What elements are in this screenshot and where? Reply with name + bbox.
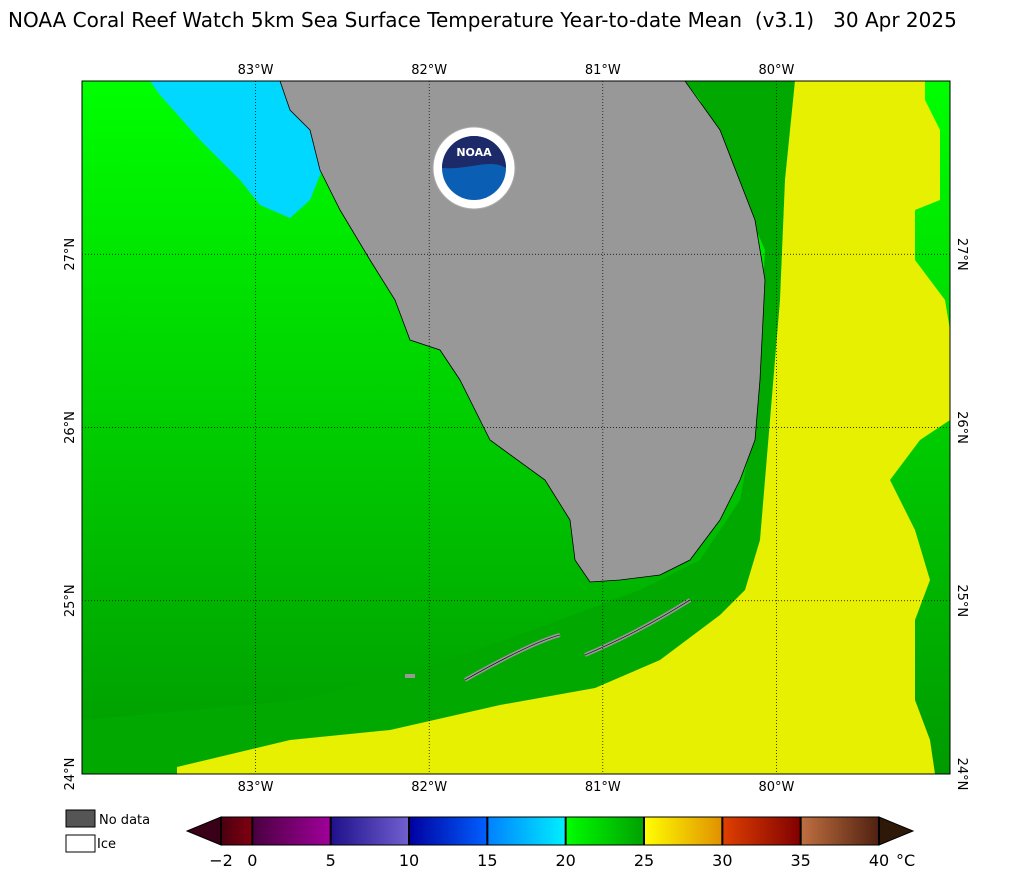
colorbar-segment — [565, 817, 644, 845]
title: NOAA Coral Reef Watch 5km Sea Surface Te… — [8, 8, 957, 32]
colorbar-tick-label: 40 — [869, 851, 889, 870]
florida — [279, 81, 766, 583]
map-frame — [81, 80, 951, 775]
colorbar-segment — [800, 817, 879, 845]
colorbar-tick-label: 15 — [477, 851, 497, 870]
no-data-label: No data — [99, 813, 150, 828]
logo-sky — [442, 136, 506, 169]
colorbar-segment — [722, 817, 801, 845]
lat-label: 27°N — [63, 238, 78, 271]
logo-text: NOAA — [456, 146, 492, 159]
lon-label: 80°W — [758, 63, 794, 78]
lon-label: 81°W — [585, 780, 621, 795]
lon-label: 81°W — [585, 63, 621, 78]
colorbar-extend-high — [878, 816, 915, 846]
colorbar-tick-label: −2 — [209, 851, 233, 870]
lat-label: 25°N — [63, 584, 78, 617]
lon-label: 83°W — [238, 780, 274, 795]
lon-label: 83°W — [238, 63, 274, 78]
colorbar-tick-label: 25 — [634, 851, 654, 870]
colorbar-tick-label: 5 — [326, 851, 336, 870]
warm-water — [177, 81, 950, 774]
lon-label: 82°W — [411, 63, 447, 78]
colorbar-extend-low — [185, 816, 222, 846]
colorbar-unit: °C — [896, 851, 915, 870]
logo: NOAA — [432, 126, 516, 210]
lat-label: 27°N — [954, 238, 969, 271]
keys-outline — [464, 599, 691, 681]
colorbar-tick-label: 30 — [712, 851, 732, 870]
colorbar: −2 0 5 10 15 20 25 30 35 40 °C — [185, 816, 915, 870]
colorbar-segment — [252, 817, 331, 845]
ice-swatch — [65, 834, 96, 853]
colorbar-tick-label: 35 — [790, 851, 810, 870]
ice-label: Ice — [97, 837, 116, 852]
lat-label: 25°N — [954, 584, 969, 617]
lat-label: 24°N — [63, 758, 78, 791]
colorbar-segment — [221, 817, 253, 845]
lat-label: 26°N — [954, 411, 969, 444]
lon-label: 82°W — [411, 780, 447, 795]
colorbar-tick-label: 20 — [555, 851, 575, 870]
colorbar-segment — [330, 817, 409, 845]
map — [82, 81, 950, 774]
cool-water — [150, 81, 330, 218]
lat-label: 24°N — [954, 758, 969, 791]
colorbar-segment — [487, 817, 566, 845]
colorbar-tick-label: 0 — [247, 851, 257, 870]
colorbar-tick-label: 10 — [399, 851, 419, 870]
lat-label: 26°N — [63, 411, 78, 444]
no-data-swatch — [65, 809, 96, 828]
colorbar-segment — [409, 817, 488, 845]
colorbar-segment — [644, 817, 723, 845]
lon-label: 80°W — [758, 780, 794, 795]
